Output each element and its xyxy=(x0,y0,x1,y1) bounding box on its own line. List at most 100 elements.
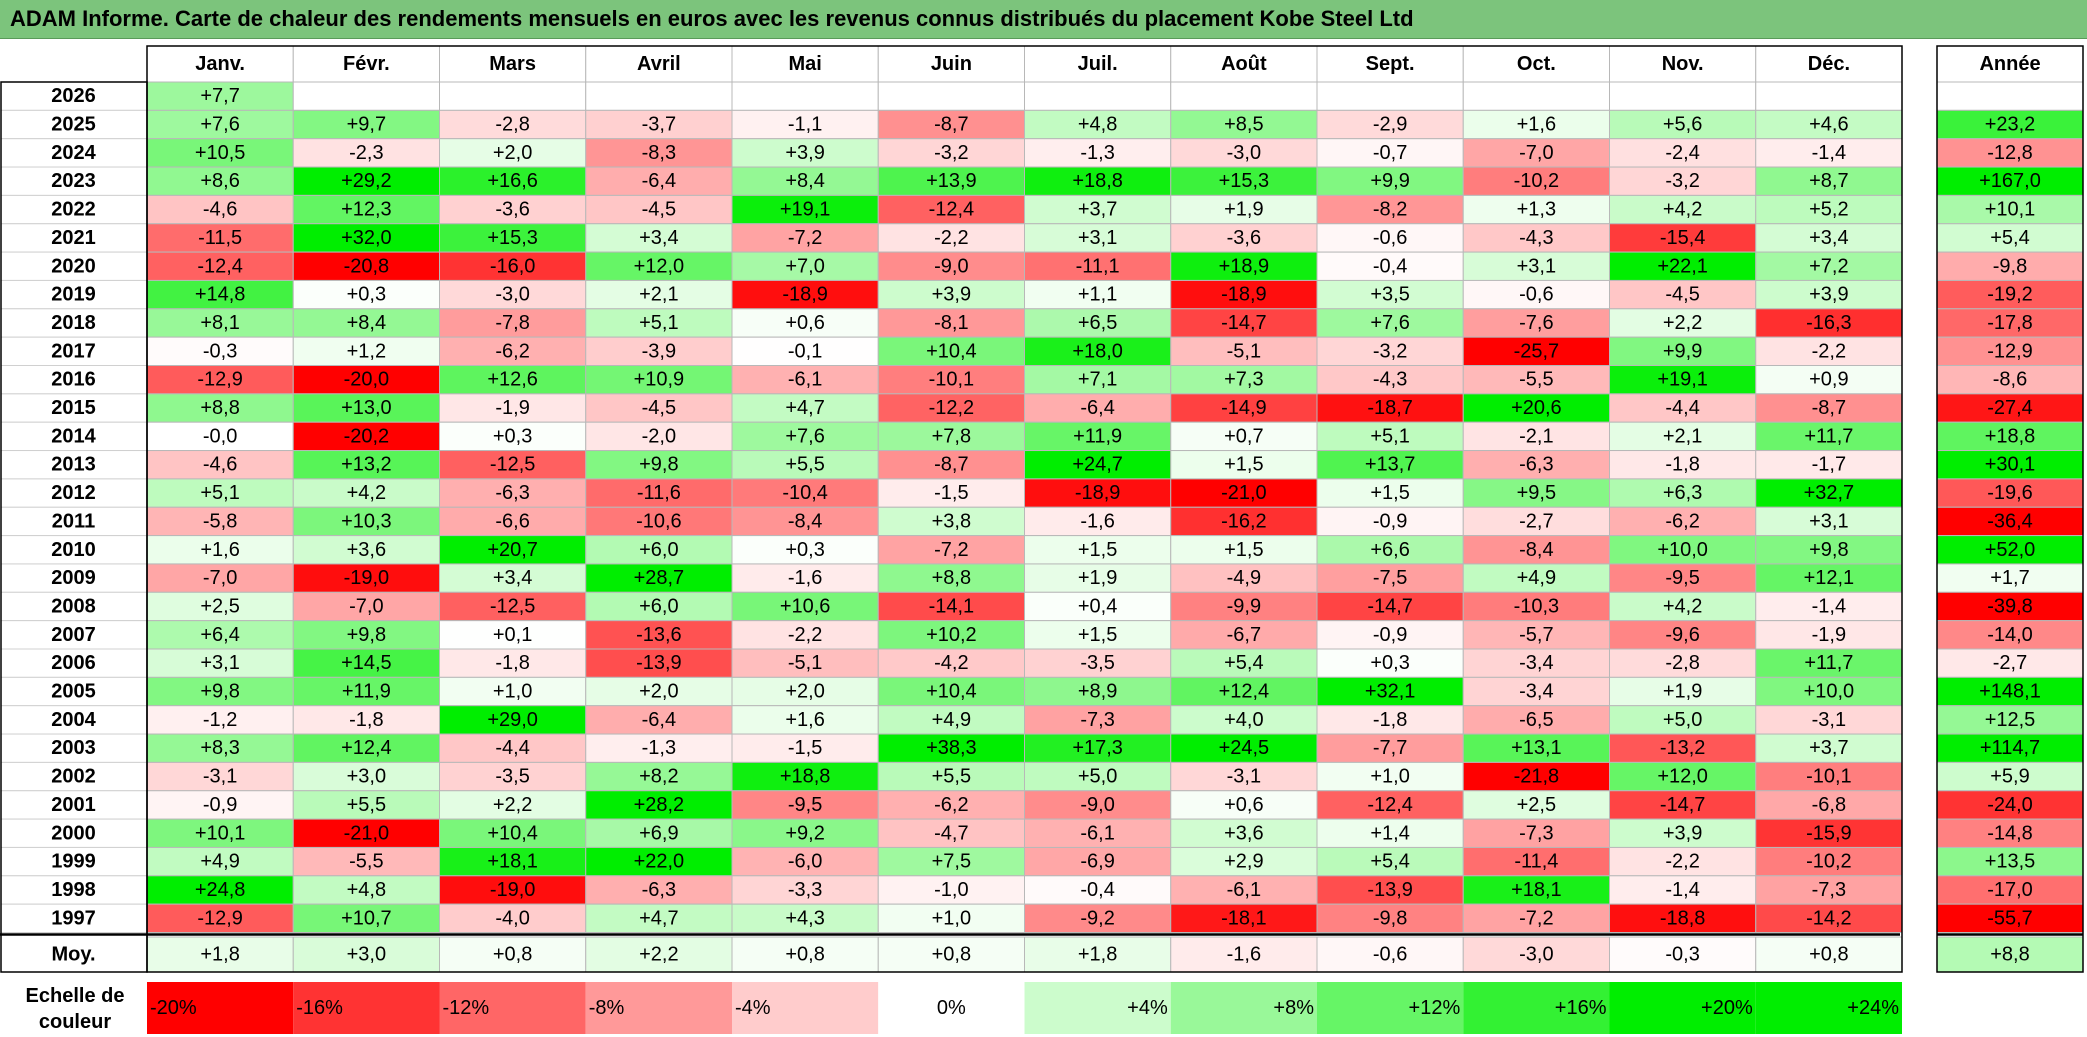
scale-stop-label: +12% xyxy=(1409,997,1461,1019)
heatmap-cell-value: -14,7 xyxy=(1367,595,1413,617)
heatmap-cell-value: +11,9 xyxy=(1073,425,1122,447)
heatmap-cell-value: -8,4 xyxy=(788,510,822,532)
heatmap-cell-value: -0,6 xyxy=(1373,227,1407,249)
heatmap-cell xyxy=(292,676,440,707)
heatmap-cell-value: -0,3 xyxy=(203,340,237,362)
annual-cell-value: -2,7 xyxy=(1993,652,2027,674)
year-label-cell xyxy=(0,393,148,423)
year-label: 2003 xyxy=(51,737,96,759)
heatmap-cell xyxy=(731,705,879,735)
heatmap-cell xyxy=(731,393,879,423)
heatmap-cell-value: +6,6 xyxy=(1370,539,1409,561)
scale-swatch xyxy=(1755,982,1902,1034)
heatmap-cell-value: -10,4 xyxy=(782,482,828,504)
heatmap-cell-value: +4,6 xyxy=(1809,114,1848,136)
annual-cell xyxy=(1936,365,2084,395)
heatmap-cell xyxy=(1462,279,1610,310)
heatmap-cell xyxy=(1024,279,1172,310)
annual-cell-value: -14,8 xyxy=(1987,822,2033,844)
heatmap-cell xyxy=(439,790,587,820)
heatmap-cell xyxy=(731,166,879,196)
heatmap-cell xyxy=(1755,109,1903,140)
heatmap-cell xyxy=(877,903,1025,934)
heatmap-cell-value: +7,3 xyxy=(1224,369,1263,391)
scale-stop-label: 0% xyxy=(937,997,966,1019)
heatmap-cell xyxy=(585,308,733,338)
heatmap-cell-value: +8,8 xyxy=(200,397,239,419)
heatmap-cell-value: -2,2 xyxy=(1665,851,1699,873)
heatmap-cell xyxy=(585,478,733,508)
heatmap-cell-value: -3,1 xyxy=(1227,766,1261,788)
scale-swatch xyxy=(1609,982,1756,1034)
average-cell-value: +3,0 xyxy=(347,944,386,966)
heatmap-cell-value: -0,4 xyxy=(1373,255,1407,277)
average-cell-value: -1,6 xyxy=(1227,944,1261,966)
heatmap-cell-value: -1,3 xyxy=(1080,142,1114,164)
month-header-cell xyxy=(146,45,294,83)
average-cell xyxy=(1609,936,1757,973)
heatmap-cell-value: +2,1 xyxy=(639,284,678,306)
year-label: 1998 xyxy=(51,879,96,901)
heatmap-cell xyxy=(1170,903,1318,934)
heatmap-cell xyxy=(1462,506,1610,537)
heatmap-cell xyxy=(1316,733,1464,763)
year-label-cell xyxy=(0,705,148,735)
heatmap-cell-value: -7,0 xyxy=(349,595,383,617)
annual-cell xyxy=(1936,421,2084,452)
heatmap-cell-value: +1,6 xyxy=(1517,114,1556,136)
annual-cell xyxy=(1936,223,2084,253)
year-label: 2013 xyxy=(51,454,96,476)
annual-cell xyxy=(1936,535,2084,565)
heatmap-cell xyxy=(1755,251,1903,281)
heatmap-cell xyxy=(1755,478,1903,508)
heatmap-cell-value: -14,9 xyxy=(1221,397,1267,419)
heatmap-cell-value: -11,1 xyxy=(1076,255,1120,277)
heatmap-cell-value: +8,7 xyxy=(1809,170,1848,192)
heatmap-cell-value: +9,9 xyxy=(1663,340,1702,362)
heatmap-cell-value: -3,6 xyxy=(495,199,529,221)
heatmap-cell xyxy=(146,676,294,707)
heatmap-cell xyxy=(1024,308,1172,338)
heatmap-cell xyxy=(292,279,440,310)
heatmap-cell-value: -1,7 xyxy=(1812,454,1846,476)
heatmap-cell xyxy=(1316,365,1464,395)
annual-cell-value: -8,6 xyxy=(1993,369,2027,391)
heatmap-cell-value: -3,1 xyxy=(203,766,237,788)
heatmap-cell xyxy=(877,308,1025,338)
heatmap-cell-value: -3,9 xyxy=(642,340,676,362)
heatmap-cell xyxy=(585,875,733,905)
heatmap-cell-value: -4,4 xyxy=(495,737,529,759)
heatmap-cell-value: -1,8 xyxy=(495,652,529,674)
heatmap-cell xyxy=(877,648,1025,678)
heatmap-cell-value: -1,4 xyxy=(1812,595,1846,617)
annual-cell xyxy=(1936,620,2084,650)
heatmap-cell-value: -6,3 xyxy=(1519,454,1553,476)
heatmap-cell xyxy=(1316,223,1464,253)
heatmap-cell-value: +18,1 xyxy=(1511,879,1562,901)
year-label: 2009 xyxy=(51,567,96,589)
heatmap-cell-value: -5,5 xyxy=(1519,369,1553,391)
heatmap-cell-value: -5,8 xyxy=(203,510,237,532)
heatmap-cell-value: +1,6 xyxy=(200,539,239,561)
heatmap-cell-value: -6,3 xyxy=(642,879,676,901)
year-label: 2006 xyxy=(51,652,96,674)
heatmap-cell-value: -4,4 xyxy=(1665,397,1699,419)
heatmap-cell-value: -6,2 xyxy=(1665,510,1699,532)
heatmap-cell xyxy=(1462,138,1610,168)
heatmap-cell xyxy=(292,506,440,537)
scale-stop-label: -20% xyxy=(150,997,197,1019)
heatmap-cell xyxy=(439,733,587,763)
heatmap-cell-value: +5,0 xyxy=(1663,709,1702,731)
month-header-cell xyxy=(292,45,440,83)
heatmap-cell-value: -1,8 xyxy=(1665,454,1699,476)
heatmap-cell xyxy=(292,818,440,848)
heatmap-cell-value: -1,5 xyxy=(788,737,822,759)
heatmap-cell-value: +0,6 xyxy=(1224,794,1263,816)
heatmap-cell-value: -6,4 xyxy=(642,170,676,192)
annual-cell-value: +5,4 xyxy=(1990,227,2029,249)
heatmap-cell xyxy=(585,279,733,310)
heatmap-cell xyxy=(292,705,440,735)
heatmap-cell-value: +10,3 xyxy=(341,510,392,532)
heatmap-cell-value: -9,5 xyxy=(788,794,822,816)
heatmap-cell xyxy=(439,591,587,622)
